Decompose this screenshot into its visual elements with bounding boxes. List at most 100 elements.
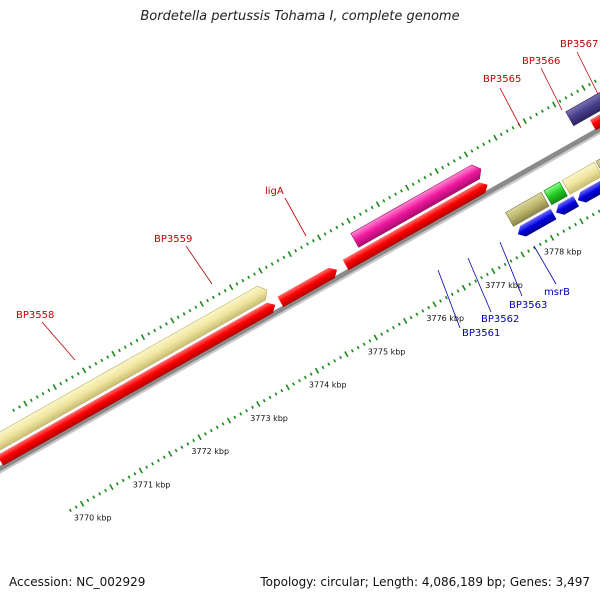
gene-bp3558[interactable] — [0, 283, 271, 454]
minor-tick — [386, 329, 389, 333]
minor-tick — [188, 308, 192, 313]
minor-tick — [239, 412, 243, 416]
minor-tick — [429, 172, 433, 177]
minor-tick — [12, 408, 16, 412]
minor-tick — [47, 388, 51, 393]
minor-tick — [121, 478, 125, 483]
scale-label: 3775 kbp — [368, 348, 406, 357]
minor-tick — [527, 249, 530, 253]
minor-tick — [133, 472, 137, 476]
minor-tick — [264, 265, 268, 270]
major-tick — [226, 417, 232, 424]
minor-tick — [468, 282, 472, 287]
minor-tick — [94, 362, 98, 366]
minor-tick — [409, 315, 413, 320]
major-tick — [373, 334, 378, 341]
minor-tick — [476, 146, 480, 150]
label-liga[interactable]: ligA — [265, 186, 284, 197]
minor-tick — [362, 342, 366, 346]
inner-tick-row — [68, 209, 600, 513]
minor-tick — [474, 279, 478, 283]
genome-summary-text: Topology: circular; Length: 4,086,189 bp… — [260, 575, 590, 589]
scale-label: 3773 kbp — [250, 414, 288, 423]
minor-tick — [92, 495, 96, 499]
minor-tick — [587, 82, 591, 87]
label-bp3559[interactable]: BP3559 — [154, 234, 192, 245]
minor-tick — [217, 292, 221, 296]
gene-bp3561[interactable] — [505, 191, 550, 227]
minor-tick — [86, 498, 90, 503]
gene-bp3562[interactable] — [543, 181, 568, 206]
major-tick — [228, 284, 234, 291]
minor-tick — [223, 288, 227, 293]
minor-tick — [576, 89, 580, 93]
minor-tick — [397, 322, 401, 326]
minor-tick — [558, 99, 562, 103]
gene-bp3563[interactable] — [561, 161, 600, 195]
minor-tick — [417, 179, 421, 183]
major-tick — [197, 434, 202, 441]
minor-tick — [209, 428, 213, 433]
major-tick — [491, 268, 496, 275]
minor-tick — [411, 182, 415, 186]
minor-tick — [186, 442, 190, 446]
minor-tick — [292, 382, 295, 386]
label-bp3563[interactable]: BP3563 — [509, 300, 547, 311]
label-bp3558[interactable]: BP3558 — [16, 310, 54, 321]
minor-tick — [298, 379, 301, 383]
minor-tick — [215, 425, 219, 429]
major-tick — [434, 167, 439, 174]
minor-tick — [174, 448, 178, 453]
minor-tick — [329, 229, 333, 233]
minor-tick — [76, 372, 80, 376]
minor-tick — [145, 465, 149, 469]
minor-tick — [241, 278, 245, 283]
label-bp3561[interactable]: BP3561 — [462, 328, 500, 339]
minor-tick — [358, 212, 362, 216]
genome-backbone-shadow — [0, 94, 600, 510]
major-tick — [258, 267, 263, 274]
minor-tick — [180, 445, 184, 449]
minor-tick — [115, 482, 119, 486]
major-tick — [314, 367, 320, 374]
minor-tick — [380, 332, 384, 336]
minor-tick — [270, 262, 274, 266]
label-bp3566[interactable]: BP3566 — [522, 56, 560, 67]
minor-tick — [247, 275, 251, 280]
minor-tick — [206, 298, 210, 303]
minor-tick — [29, 398, 33, 403]
gene-liga[interactable] — [350, 162, 485, 248]
minor-tick — [439, 299, 442, 303]
major-tick — [109, 484, 114, 491]
major-tick — [167, 450, 173, 457]
minor-tick — [441, 165, 445, 170]
label-bp3567[interactable]: BP3567 — [560, 39, 598, 50]
reverse-strand-genes — [505, 149, 600, 237]
minor-tick — [153, 328, 157, 333]
minor-tick — [399, 189, 403, 193]
minor-tick — [321, 365, 325, 370]
major-tick — [285, 384, 290, 391]
minor-tick — [503, 262, 507, 267]
minor-tick — [203, 432, 207, 436]
minor-tick — [450, 292, 454, 296]
gene-bp3565[interactable] — [565, 69, 600, 127]
major-tick — [461, 284, 467, 291]
label-msrb[interactable]: msrB — [544, 287, 570, 298]
cds-blue-1 — [517, 208, 557, 237]
minor-tick — [368, 339, 372, 343]
major-tick — [344, 351, 349, 358]
genome-backbone — [0, 90, 600, 509]
major-tick — [111, 350, 116, 357]
minor-tick — [497, 266, 501, 270]
minor-tick — [388, 195, 392, 200]
minor-tick — [339, 355, 342, 360]
label-bp3562[interactable]: BP3562 — [481, 314, 519, 325]
genome-track — [0, 69, 600, 513]
minor-tick — [88, 365, 92, 369]
minor-tick — [382, 199, 386, 203]
leader-bp3559 — [185, 245, 213, 285]
scale-label: 3778 kbp — [544, 248, 582, 257]
label-bp3565[interactable]: BP3565 — [483, 74, 521, 85]
leader-bp3558 — [41, 321, 76, 361]
